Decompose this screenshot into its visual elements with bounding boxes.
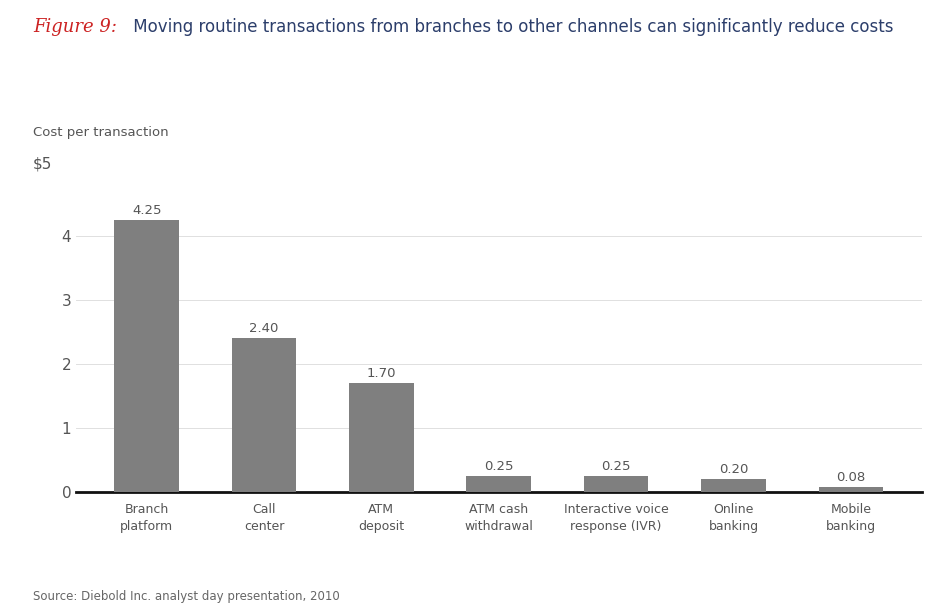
Bar (466, 476, 531, 492)
Text: Cost per transaction: Cost per transaction (33, 126, 169, 139)
Text: 1.70: 1.70 (367, 367, 396, 380)
Text: 0.20: 0.20 (719, 463, 749, 476)
Bar (232, 338, 296, 492)
Bar (584, 476, 648, 492)
Text: 4.25: 4.25 (132, 204, 162, 217)
Text: Source: Diebold Inc. analyst day presentation, 2010: Source: Diebold Inc. analyst day present… (33, 590, 340, 603)
Bar (114, 220, 179, 492)
Bar (819, 487, 884, 492)
Bar (701, 479, 766, 492)
Text: 2.40: 2.40 (249, 322, 278, 335)
Bar (350, 383, 413, 492)
Text: 0.25: 0.25 (601, 460, 631, 473)
Text: $5: $5 (33, 157, 52, 172)
Text: Moving routine transactions from branches to other channels can significantly re: Moving routine transactions from branche… (128, 18, 894, 36)
Text: 0.25: 0.25 (484, 460, 514, 473)
Text: 0.08: 0.08 (836, 470, 865, 483)
Text: Figure 9:: Figure 9: (33, 18, 117, 36)
